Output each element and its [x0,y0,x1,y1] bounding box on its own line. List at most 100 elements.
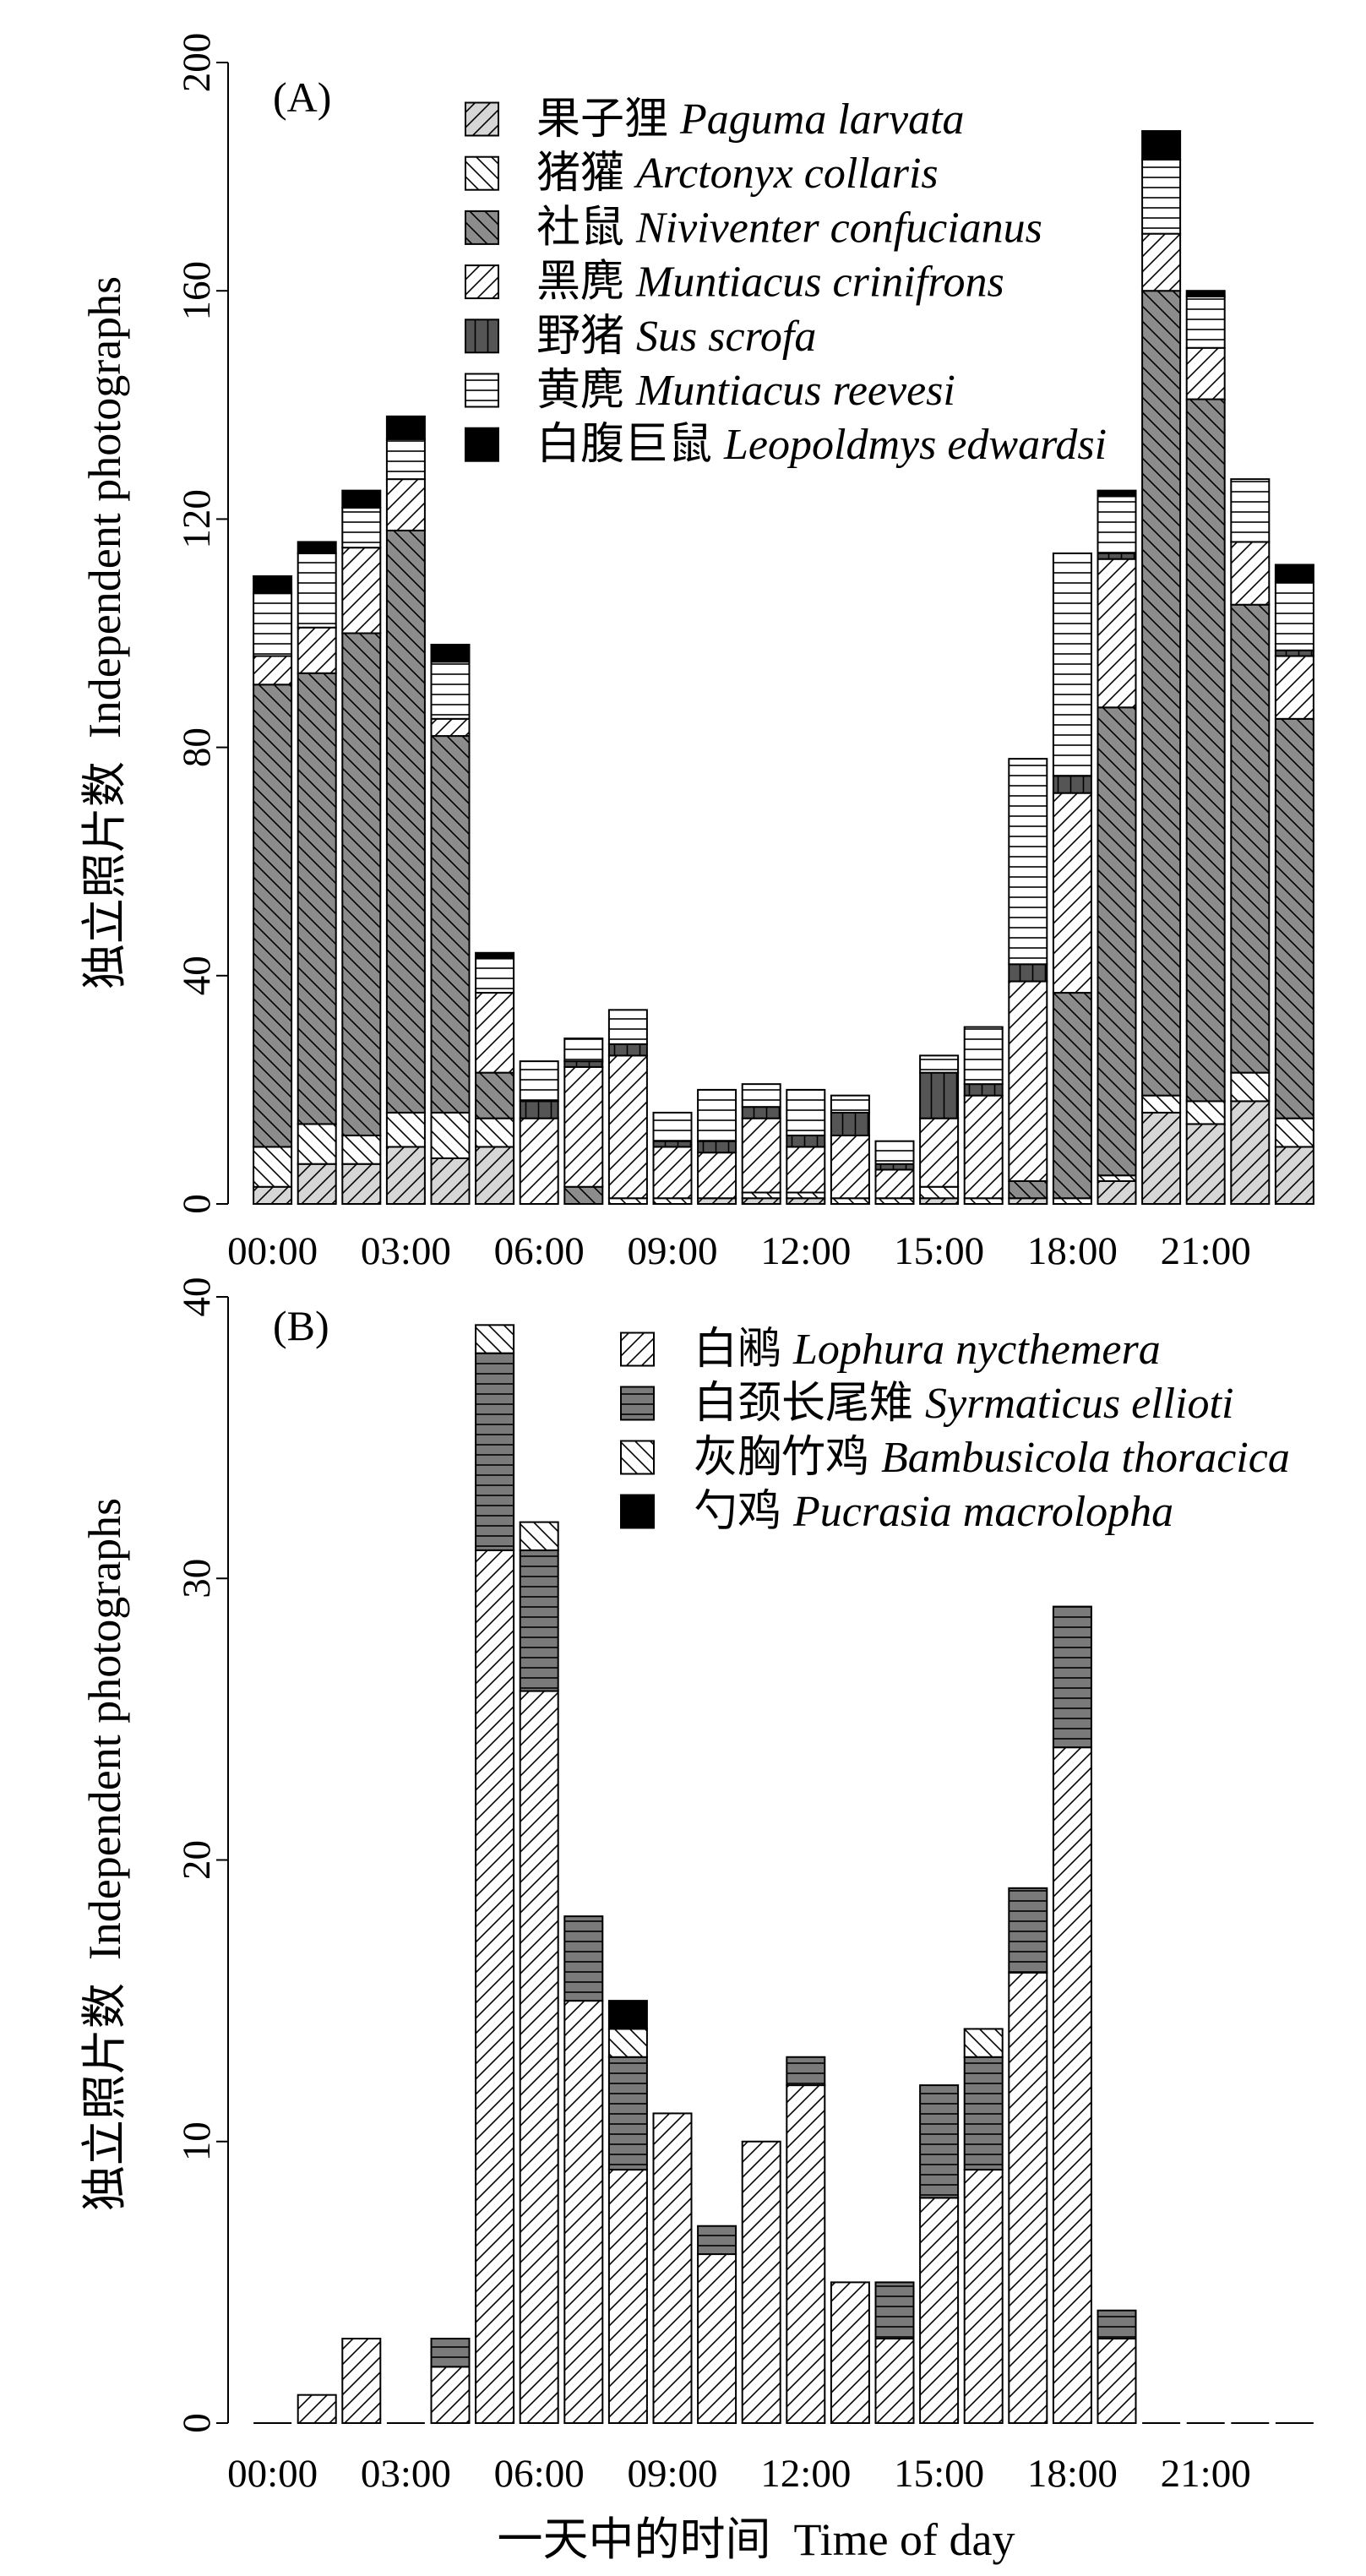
bar-segment [607,2169,648,2424]
bar-segment [563,1060,604,1068]
bar-segment [253,1185,293,1205]
legend-label: 果子狸 Paguma larvata [536,95,965,144]
legend-name-cn: 白鹇 [694,1326,781,1374]
bar-segment [1008,1197,1048,1205]
bar-segment [1008,980,1048,1182]
bar-segment [1052,992,1092,1200]
bar-segment [1141,290,1182,1097]
bar-segment [519,1690,559,2425]
bar-segment [1097,1174,1137,1182]
x-tick-label: 00:00 [227,1229,318,1273]
bar-segment [1274,580,1314,651]
bar-segment [919,2084,960,2199]
legend-name-cn: 白颈长尾雉 [694,1380,913,1428]
bar-segment [297,626,337,674]
bar-segment [1274,717,1314,1119]
legend-name-latin: Paguma larvata [679,95,965,144]
bars [253,130,1314,1206]
y-tick-label: 120 [175,489,219,549]
legend-name-latin: Arctonyx collaris [634,150,939,198]
bar-segment [563,1185,604,1205]
legend-label: 白腹巨鼠 Leopoldmys edwardsi [536,421,1107,469]
x-axis-label: 一天中的时间 Time of day [497,2514,1015,2565]
legend-name-latin: Niviventer confucianus [635,204,1042,252]
bar-segment [1230,1100,1271,1206]
bar-segment [830,1134,870,1200]
bar-segment [786,2084,826,2425]
legend-name-cn: 黑麂 [536,259,624,307]
x-tick-label: 06:00 [494,2452,585,2496]
bar-segment [830,1094,870,1114]
bar-segment [1097,2338,1137,2424]
legend-name-latin: Pucrasia macrolopha [792,1488,1173,1536]
bar-segment [874,2281,915,2340]
bar-segment [963,1094,1004,1200]
bar-segment [741,1191,781,1200]
bar-segment [1097,552,1137,560]
bar-segment [297,672,337,1125]
bar-segment [1141,1094,1182,1114]
bar-segment [697,1088,737,1142]
bar-segment [519,1060,559,1103]
x-tick-label: 09:00 [627,1229,717,1273]
bar-segment [475,957,515,994]
bar-segment [297,1123,337,1165]
legend-swatch [465,319,499,354]
bar-segment [297,552,337,629]
bar-segment [1141,1111,1182,1206]
panel-b-chart: (B) 独立照片数 Independent photographs 0 10 20 3… [79,1277,1314,2565]
x-tick-label: 12:00 [760,1229,851,1273]
bar-segment [1185,346,1226,400]
bar-segment [874,2338,915,2424]
bar-segment [1097,2309,1137,2340]
bar-segment [1185,290,1226,297]
legend-label: 黄麂 Muntiacus reevesi [536,367,955,415]
bar-segment [341,2338,382,2424]
bar-segment [385,529,426,1114]
bar-segment [830,1197,870,1205]
bars [253,1324,1314,2425]
bar-segment [475,951,515,960]
legend-name-latin: Bambusicola thoracica [881,1434,1290,1482]
legend-name-latin: Sus scrofa [636,313,816,361]
bar-segment [430,735,471,1114]
bar-segment [1097,558,1137,709]
bar-segment [919,1054,960,1074]
x-tick-label: 12:00 [760,2452,851,2496]
bar-segment [1097,495,1137,554]
bar-segment [1052,1746,1092,2424]
bar-segment [475,1071,515,1119]
bar-segment [963,2169,1004,2424]
bar-segment [1274,564,1314,583]
y-tick-label: 160 [175,261,219,321]
bar-segment [786,1146,826,1194]
bar-segment [1097,1179,1137,1205]
bar-segment [1052,792,1092,994]
bar-segment [341,1134,382,1165]
y-tick-label: 80 [175,727,219,767]
legend-label: 野猪 Sus scrofa [536,313,816,361]
bar-segment [741,1197,781,1205]
legend-swatch [620,1494,655,1529]
legend-swatch [465,264,499,300]
legend-name-cn: 果子狸 [536,95,668,144]
bar-segment [1008,758,1048,966]
legend-name-cn: 白腹巨鼠 [536,421,712,469]
bar-segment [607,1054,648,1200]
y-tick-label: 10 [175,2121,219,2161]
bar-segment [786,2056,826,2087]
bar-segment [1230,541,1271,606]
legend-name-cn: 勺鸡 [694,1488,781,1536]
legend-swatch [465,101,499,137]
bar-segment [607,1043,648,1057]
bar-segment [741,1117,781,1194]
x-tick-label: 06:00 [494,1229,585,1273]
bar-segment [963,1197,1004,1205]
x-tick-label: 15:00 [894,1229,984,1273]
bar-segment [697,2225,737,2256]
x-tick-label: 21:00 [1161,1229,1251,1273]
legend-label: 社鼠 Niviventer confucianus [536,204,1042,252]
bar-segment [786,1191,826,1200]
